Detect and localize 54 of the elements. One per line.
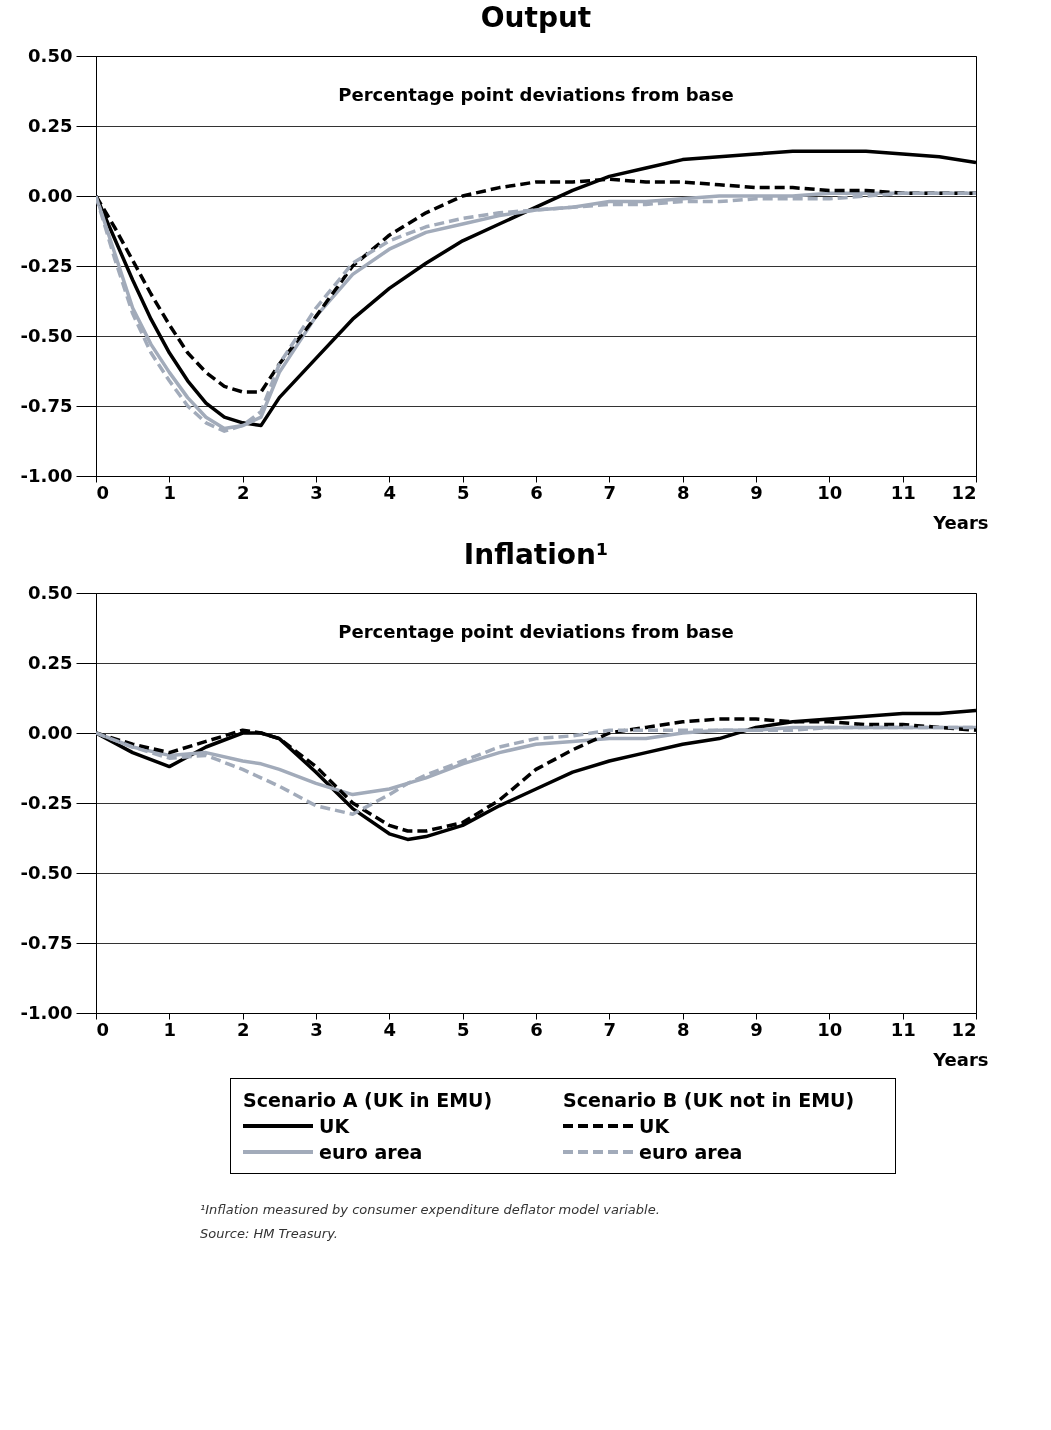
x-axis-title: Years: [932, 511, 989, 533]
y-tick-label: 0.50: [28, 44, 73, 66]
x-tick-label: 7: [603, 481, 617, 503]
x-tick-label: 10: [817, 1018, 843, 1040]
x-tick-label: 2: [236, 481, 250, 503]
chart-title: Output: [480, 1, 592, 34]
text: Scenario A (UK in EMU): [243, 1089, 494, 1111]
x-tick-label: 12: [951, 481, 977, 503]
x-tick-label: 9: [750, 481, 763, 503]
y-tick-label: -0.50: [20, 861, 73, 883]
text: Scenario B (UK not in EMU): [563, 1089, 856, 1111]
x-tick-label: 1: [163, 481, 177, 503]
x-tick-label: 0: [96, 481, 110, 503]
y-tick-label: -0.50: [20, 324, 73, 346]
x-tick-label: 9: [750, 1018, 763, 1040]
y-tick-label: 0.25: [28, 114, 73, 136]
legend-label: UK: [639, 1115, 670, 1137]
y-tick-label: 0.00: [28, 184, 73, 206]
legend-label: euro area: [639, 1141, 743, 1163]
x-tick-label: 7: [603, 1018, 617, 1040]
x-tick-label: 8: [676, 1018, 690, 1040]
source-note: Source: HM Treasury.: [200, 1225, 339, 1243]
x-tick-label: 6: [530, 1018, 543, 1040]
y-tick-label: 0.25: [28, 651, 73, 673]
x-tick-label: 10: [817, 481, 843, 503]
x-tick-label: 4: [383, 1018, 397, 1040]
annotation: Percentage point deviations from base: [338, 84, 734, 105]
x-tick-label: 5: [456, 1018, 470, 1040]
y-tick-label: 0.50: [28, 581, 73, 603]
legend-label: euro area: [319, 1141, 423, 1163]
x-tick-label: 8: [676, 481, 690, 503]
chart-title: Inflation¹: [463, 538, 609, 571]
x-tick-label: 5: [456, 481, 470, 503]
x-tick-label: 3: [310, 481, 323, 503]
y-tick-label: -0.25: [20, 791, 73, 813]
x-tick-label: 0: [96, 1018, 110, 1040]
x-tick-label: 3: [310, 1018, 323, 1040]
annotation: Percentage point deviations from base: [338, 621, 734, 642]
y-tick-label: 0.00: [28, 721, 73, 743]
y-tick-label: -1.00: [20, 1001, 73, 1023]
x-tick-label: 4: [383, 481, 397, 503]
y-tick-label: -0.25: [20, 254, 73, 276]
x-tick-label: 12: [951, 1018, 977, 1040]
y-tick-label: -1.00: [20, 464, 73, 486]
y-tick-label: -0.75: [20, 394, 73, 416]
legend-label: UK: [319, 1115, 350, 1137]
y-tick-label: -0.75: [20, 931, 73, 953]
x-axis-title: Years: [932, 1048, 989, 1070]
text: ¹Inflation measured by consumer expenditure deflator model variable.: [200, 1201, 661, 1219]
x-tick-label: 1: [163, 1018, 177, 1040]
x-tick-label: 11: [890, 1018, 916, 1040]
x-tick-label: 11: [890, 481, 916, 503]
x-tick-label: 2: [236, 1018, 250, 1040]
x-tick-label: 6: [530, 481, 543, 503]
